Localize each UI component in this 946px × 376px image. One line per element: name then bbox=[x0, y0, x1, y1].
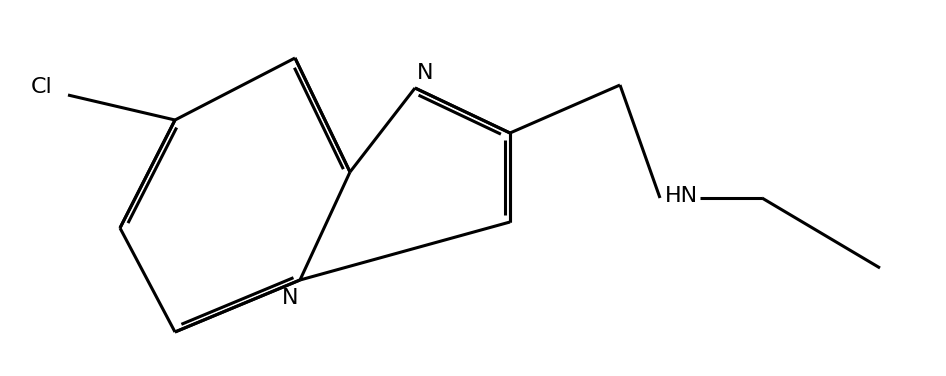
Text: HN: HN bbox=[665, 186, 698, 206]
Text: N: N bbox=[282, 288, 298, 308]
Text: Cl: Cl bbox=[31, 77, 53, 97]
Text: N: N bbox=[417, 63, 433, 83]
